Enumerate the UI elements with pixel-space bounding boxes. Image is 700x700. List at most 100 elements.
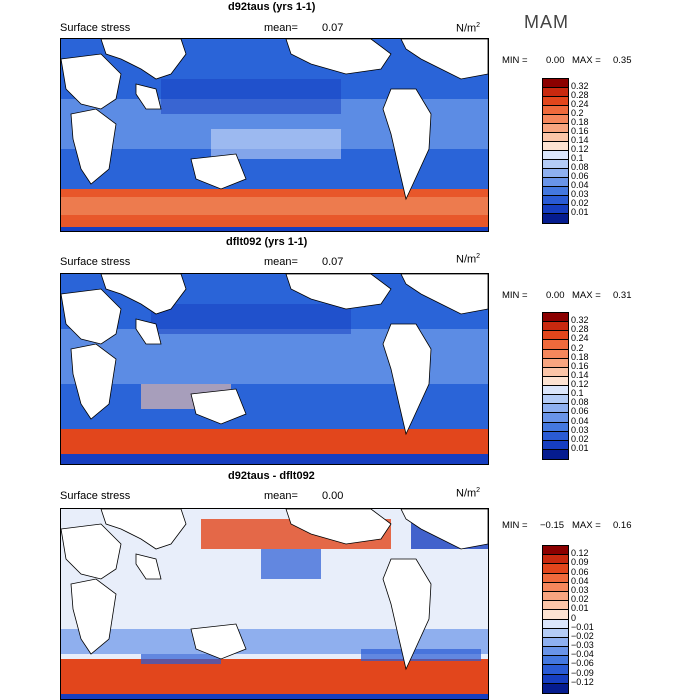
colorbar-tick-label: 0.06 (571, 566, 589, 577)
panel-title: dflt092 (yrs 1-1) (226, 236, 308, 248)
colorbar-tick-label: 0.24 (571, 333, 589, 344)
units-base: N/m (456, 487, 477, 500)
min-value: 0.00 (546, 290, 565, 301)
colorbar-swatch (543, 386, 568, 396)
mean-label: mean= (264, 22, 298, 34)
colorbar-swatch (543, 601, 568, 611)
colorbar-swatch (543, 169, 568, 178)
colorbar-swatch (543, 619, 568, 629)
colorbar-tick-label: 0.01 (571, 207, 589, 217)
colorbar-tick-label: 0.32 (571, 315, 589, 326)
units-label: N/m2 (456, 22, 480, 35)
max-value: 0.35 (613, 55, 632, 66)
colorbar-swatch (543, 637, 568, 648)
colorbar-swatch (543, 591, 568, 602)
units-base: N/m (456, 22, 477, 35)
colorbar-tick-label: 0.2 (571, 108, 584, 118)
colorbar-tick-label: 0.32 (571, 81, 589, 91)
colorbar-swatch (543, 358, 568, 368)
colorbar-swatch (543, 628, 568, 638)
colorbar-swatch (543, 88, 568, 97)
colorbar-swatch (543, 340, 568, 350)
colorbar-tick-label: 0.03 (571, 424, 589, 435)
colorbar-swatch (543, 449, 568, 459)
colorbar-tick-label: 0.04 (571, 575, 589, 586)
colorbar (542, 78, 569, 224)
units-label: N/m2 (456, 487, 480, 500)
colorbar-swatch (543, 395, 568, 405)
max-label: MAX = (572, 520, 601, 531)
map-graphic (61, 509, 488, 699)
min-label: MIN = (502, 290, 528, 301)
colorbar-swatch (543, 160, 568, 169)
colorbar-tick-label: −0.02 (571, 630, 594, 641)
variable-label: Surface stress (60, 490, 131, 502)
colorbar-swatch (543, 115, 568, 124)
colorbar-swatch (543, 205, 568, 214)
colorbar-swatch (543, 610, 568, 620)
colorbar-tick-label: 0.06 (571, 171, 589, 181)
panel-title: d92taus - dflt092 (228, 470, 315, 482)
difference-map (60, 508, 489, 700)
colorbar-swatch (543, 564, 568, 574)
panel-title: d92taus (yrs 1-1) (228, 1, 316, 13)
colorbar-tick-label: 0.08 (571, 397, 589, 408)
colorbar-tick-label: 0.12 (571, 144, 589, 154)
colorbar-tick-label: 0.03 (571, 584, 589, 595)
surface-stress-map (60, 38, 489, 232)
colorbar-swatch (543, 313, 568, 323)
colorbar (542, 545, 569, 694)
min-value: 0.00 (546, 55, 565, 66)
colorbar-tick-label: 0.09 (571, 557, 589, 568)
colorbar-tick-label: 0 (571, 612, 577, 623)
colorbar-tick-label: 0.01 (571, 442, 589, 453)
colorbar-swatch (543, 573, 568, 583)
mean-value: 0.00 (322, 490, 344, 502)
colorbar-tick-label: 0.14 (571, 369, 589, 380)
colorbar-swatch (543, 133, 568, 142)
colorbar-tick-label: 0.14 (571, 135, 589, 145)
min-label: MIN = (502, 520, 528, 531)
colorbar-swatch (543, 413, 568, 423)
map-graphic (61, 274, 488, 464)
colorbar-tick-label: 0.12 (571, 548, 589, 559)
colorbar-swatch (543, 79, 568, 88)
max-label: MAX = (572, 55, 601, 66)
mean-label: mean= (264, 256, 298, 268)
max-value: 0.16 (613, 520, 632, 531)
colorbar-tick-label: −0.09 (571, 667, 594, 678)
colorbar-swatch (543, 322, 568, 332)
colorbar-swatch (543, 187, 568, 196)
colorbar-tick-label: 0.04 (571, 415, 589, 426)
colorbar-tick-label: 0.08 (571, 162, 589, 172)
colorbar-tick-label: −0.12 (571, 676, 594, 687)
units-exponent: 2 (476, 487, 481, 494)
colorbar-swatch (543, 582, 568, 592)
colorbar-swatch (543, 151, 568, 160)
colorbar-swatch (543, 665, 568, 675)
colorbar-swatch (543, 106, 568, 115)
colorbar-tick-label: 0.2 (571, 342, 584, 353)
mean-value: 0.07 (322, 256, 344, 268)
colorbar-tick-label: 0.04 (571, 180, 589, 190)
colorbar-tick-label: −0.06 (571, 658, 594, 669)
mean-value: 0.07 (322, 22, 344, 34)
colorbar-swatch (543, 178, 568, 187)
colorbar-tick-label: 0.18 (571, 351, 589, 362)
colorbar-tick-label: 0.1 (571, 153, 584, 163)
colorbar-tick-label: 0.02 (571, 433, 589, 444)
colorbar-swatch (543, 546, 568, 556)
units-exponent: 2 (476, 22, 481, 29)
colorbar-tick-label: 0.24 (571, 99, 589, 109)
colorbar-swatch (543, 142, 568, 151)
colorbar-tick-label: 0.1 (571, 388, 584, 399)
colorbar-tick-label: 0.18 (571, 117, 589, 127)
colorbar-swatch (543, 214, 568, 223)
colorbar-swatch (543, 349, 568, 359)
units-exponent: 2 (476, 253, 481, 260)
colorbar-tick-label: −0.03 (571, 640, 594, 651)
max-value: 0.31 (613, 290, 632, 301)
colorbar-swatch (543, 683, 568, 693)
colorbar-tick-label: 0.28 (571, 90, 589, 100)
colorbar-tick-label: 0.03 (571, 189, 589, 199)
